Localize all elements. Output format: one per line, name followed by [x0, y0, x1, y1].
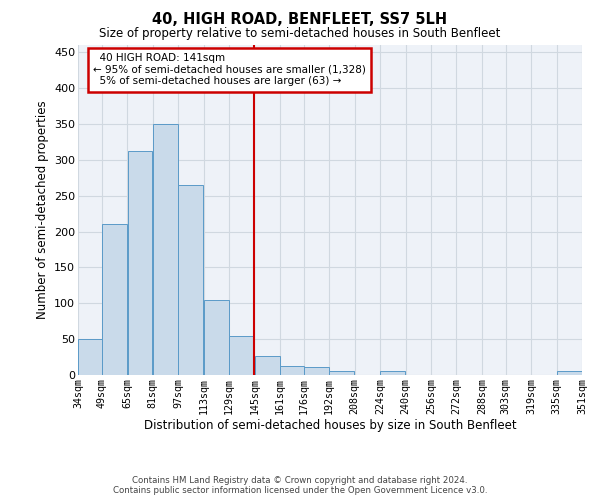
Bar — [557, 372, 582, 375]
Bar — [204, 300, 229, 375]
Bar — [280, 366, 304, 375]
Bar — [78, 339, 101, 375]
Bar — [304, 367, 329, 375]
Y-axis label: Number of semi-detached properties: Number of semi-detached properties — [35, 100, 49, 320]
Bar — [229, 336, 254, 375]
Text: Contains HM Land Registry data © Crown copyright and database right 2024.
Contai: Contains HM Land Registry data © Crown c… — [113, 476, 487, 495]
Text: Size of property relative to semi-detached houses in South Benfleet: Size of property relative to semi-detach… — [100, 28, 500, 40]
Bar — [153, 124, 178, 375]
Bar — [329, 372, 355, 375]
Text: 40 HIGH ROAD: 141sqm  
← 95% of semi-detached houses are smaller (1,328)
  5% of: 40 HIGH ROAD: 141sqm ← 95% of semi-detac… — [93, 53, 366, 86]
Bar — [178, 185, 203, 375]
Bar — [255, 356, 280, 375]
Bar — [128, 151, 152, 375]
Text: 40, HIGH ROAD, BENFLEET, SS7 5LH: 40, HIGH ROAD, BENFLEET, SS7 5LH — [152, 12, 448, 28]
X-axis label: Distribution of semi-detached houses by size in South Benfleet: Distribution of semi-detached houses by … — [143, 420, 517, 432]
Bar — [102, 224, 127, 375]
Bar — [380, 372, 405, 375]
